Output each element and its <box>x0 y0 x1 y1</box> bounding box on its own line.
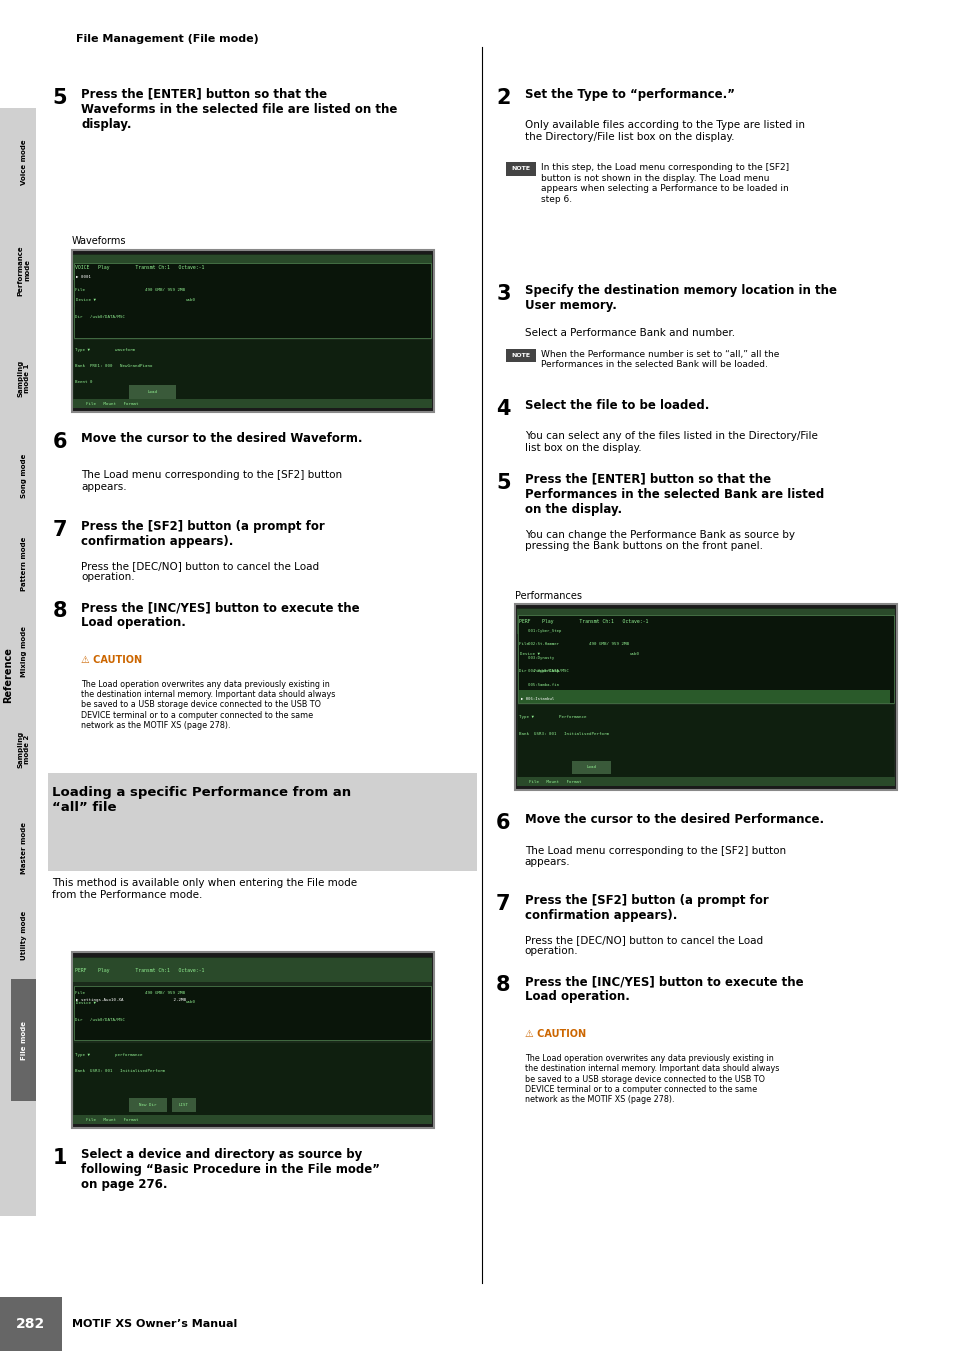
Text: The Load menu corresponding to the [SF2] button
appears.: The Load menu corresponding to the [SF2]… <box>81 470 342 492</box>
Text: 6: 6 <box>52 432 67 453</box>
Text: File                        490 GMB/ 959 2MB: File 490 GMB/ 959 2MB <box>518 643 628 646</box>
Text: usb0: usb0 <box>629 653 639 655</box>
Text: VOICE   Play         Transmt Ch:1   Octave:-1: VOICE Play Transmt Ch:1 Octave:-1 <box>75 265 205 270</box>
Bar <box>517 777 894 786</box>
Bar <box>11 608 36 696</box>
Text: File                        490 GMB/ 959 2MB: File 490 GMB/ 959 2MB <box>75 289 185 292</box>
Text: Load: Load <box>148 390 157 393</box>
Text: Utility mode: Utility mode <box>21 911 27 961</box>
Bar <box>73 399 432 408</box>
Bar <box>73 957 432 1124</box>
Bar <box>517 609 894 634</box>
Text: Bank  PRE1: 000   NewGrandPiano: Bank PRE1: 000 NewGrandPiano <box>75 365 152 367</box>
Text: Device ▼: Device ▼ <box>76 299 96 301</box>
Bar <box>129 385 176 399</box>
Text: Device ▼: Device ▼ <box>76 1001 96 1004</box>
Text: When the Performance number is set to “all,” all the
Performances in the selecte: When the Performance number is set to “a… <box>540 350 779 369</box>
Text: File   Mount   Format: File Mount Format <box>529 781 581 784</box>
Text: Performance
mode: Performance mode <box>17 245 30 296</box>
Text: 002:St.Hammer: 002:St.Hammer <box>520 643 558 646</box>
Text: 4: 4 <box>496 399 510 419</box>
Bar <box>73 958 432 982</box>
Text: Reference: Reference <box>3 647 12 704</box>
Text: Press the [INC/YES] button to execute the
Load operation.: Press the [INC/YES] button to execute th… <box>81 601 359 630</box>
Text: Select the file to be loaded.: Select the file to be loaded. <box>524 399 708 412</box>
Text: Dir   /usb0/DATA/MSC: Dir /usb0/DATA/MSC <box>75 1019 125 1021</box>
Text: 004:HyperComp: 004:HyperComp <box>520 670 558 673</box>
Bar <box>74 986 431 1040</box>
Text: Press the [ENTER] button so that the
Performances in the selected Bank are liste: Press the [ENTER] button so that the Per… <box>524 473 823 516</box>
Text: Performances: Performances <box>515 592 581 601</box>
Bar <box>505 162 536 176</box>
Text: You can change the Performance Bank as source by
pressing the Bank buttons on th: You can change the Performance Bank as s… <box>524 530 794 551</box>
Text: Type ▼          waveform: Type ▼ waveform <box>75 349 135 351</box>
Bar <box>515 604 896 790</box>
Text: 3: 3 <box>496 284 510 304</box>
Bar <box>11 432 36 520</box>
Text: 8: 8 <box>52 601 67 621</box>
Bar <box>71 250 434 412</box>
Text: 282: 282 <box>16 1317 45 1331</box>
Text: Voice mode: Voice mode <box>21 139 27 185</box>
Text: Bank  USR3: 001   InitialisedPerform: Bank USR3: 001 InitialisedPerform <box>518 732 608 735</box>
Text: usb0: usb0 <box>186 1001 195 1004</box>
Bar <box>129 1098 167 1112</box>
Text: Waveforms: Waveforms <box>71 236 126 246</box>
Text: Loading a specific Performance from an
“all” file: Loading a specific Performance from an “… <box>52 786 352 815</box>
Text: PERF    Play         Transmt Ch:1   Octave:-1: PERF Play Transmt Ch:1 Octave:-1 <box>518 619 648 624</box>
Text: NOTE: NOTE <box>511 353 530 358</box>
Text: The Load operation overwrites any data previously existing in
the destination in: The Load operation overwrites any data p… <box>81 680 335 730</box>
Text: Press the [DEC/NO] button to cancel the Load
operation.: Press the [DEC/NO] button to cancel the … <box>81 561 319 582</box>
Bar <box>0 108 36 1216</box>
Text: usb0: usb0 <box>186 299 195 301</box>
Bar <box>11 979 36 1101</box>
Text: LIST: LIST <box>179 1104 189 1106</box>
Text: File   Mount   Format: File Mount Format <box>86 1119 138 1121</box>
Text: This method is available only when entering the File mode
from the Performance m: This method is available only when enter… <box>52 878 357 900</box>
Text: Set the Type to “performance.”: Set the Type to “performance.” <box>524 88 734 101</box>
Bar <box>11 324 36 432</box>
Bar <box>48 773 476 871</box>
Text: Master mode: Master mode <box>21 821 27 874</box>
Text: 2: 2 <box>496 88 510 108</box>
Text: Select a device and directory as source by
following “Basic Procedure in the Fil: Select a device and directory as source … <box>81 1148 379 1192</box>
Text: Song mode: Song mode <box>21 454 27 499</box>
Text: In this step, the Load menu corresponding to the [SF2]
button is not shown in th: In this step, the Load menu correspondin… <box>540 163 788 204</box>
Text: Select a Performance Bank and number.: Select a Performance Bank and number. <box>524 328 734 338</box>
Text: 7: 7 <box>52 520 67 540</box>
Text: Press the [INC/YES] button to execute the
Load operation.: Press the [INC/YES] button to execute th… <box>524 975 802 1004</box>
Bar <box>73 1115 432 1124</box>
Text: ▶ 006:Istanbul: ▶ 006:Istanbul <box>520 697 554 700</box>
Text: PERF    Play         Transmt Ch:1   Octave:-1: PERF Play Transmt Ch:1 Octave:-1 <box>75 967 205 973</box>
Text: Press the [SF2] button (a prompt for
confirmation appears).: Press the [SF2] button (a prompt for con… <box>524 894 768 923</box>
Text: Type ▼          performance: Type ▼ performance <box>75 1054 143 1056</box>
Bar <box>0 1297 62 1351</box>
Bar <box>74 295 112 307</box>
Bar <box>572 761 610 774</box>
Text: ⚠ CAUTION: ⚠ CAUTION <box>524 1029 585 1039</box>
Text: New Dir: New Dir <box>139 1104 156 1106</box>
Bar <box>11 804 36 892</box>
Text: Move the cursor to the desired Waveform.: Move the cursor to the desired Waveform. <box>81 432 362 446</box>
Text: Press the [ENTER] button so that the
Waveforms in the selected file are listed o: Press the [ENTER] button so that the Wav… <box>81 88 397 131</box>
Text: Dir   /usb0/DATA/MSC: Dir /usb0/DATA/MSC <box>75 316 125 319</box>
Bar <box>73 254 432 408</box>
Bar <box>517 615 893 703</box>
Text: Pattern mode: Pattern mode <box>21 536 27 592</box>
Text: Sampling
mode 1: Sampling mode 1 <box>17 359 30 397</box>
Bar <box>517 608 894 786</box>
Bar <box>505 349 536 362</box>
Text: Beent 0: Beent 0 <box>75 381 92 384</box>
Text: ▶ settings.Auo10.XA                    2.2MB: ▶ settings.Auo10.XA 2.2MB <box>76 998 186 1001</box>
Text: 1: 1 <box>52 1148 67 1169</box>
Bar <box>74 1043 431 1115</box>
Text: ⚠ CAUTION: ⚠ CAUTION <box>81 655 142 665</box>
Bar <box>172 1098 195 1112</box>
Text: Only available files according to the Type are listed in
the Directory/File list: Only available files according to the Ty… <box>524 120 804 142</box>
Bar <box>11 216 36 324</box>
Text: Bank  USR3: 001   InitialisedPerform: Bank USR3: 001 InitialisedPerform <box>75 1070 165 1073</box>
Bar <box>74 997 112 1009</box>
Text: Sampling
mode 2: Sampling mode 2 <box>17 731 30 769</box>
Text: 003:Dynasty: 003:Dynasty <box>520 657 554 659</box>
Text: Mixing mode: Mixing mode <box>21 627 27 677</box>
